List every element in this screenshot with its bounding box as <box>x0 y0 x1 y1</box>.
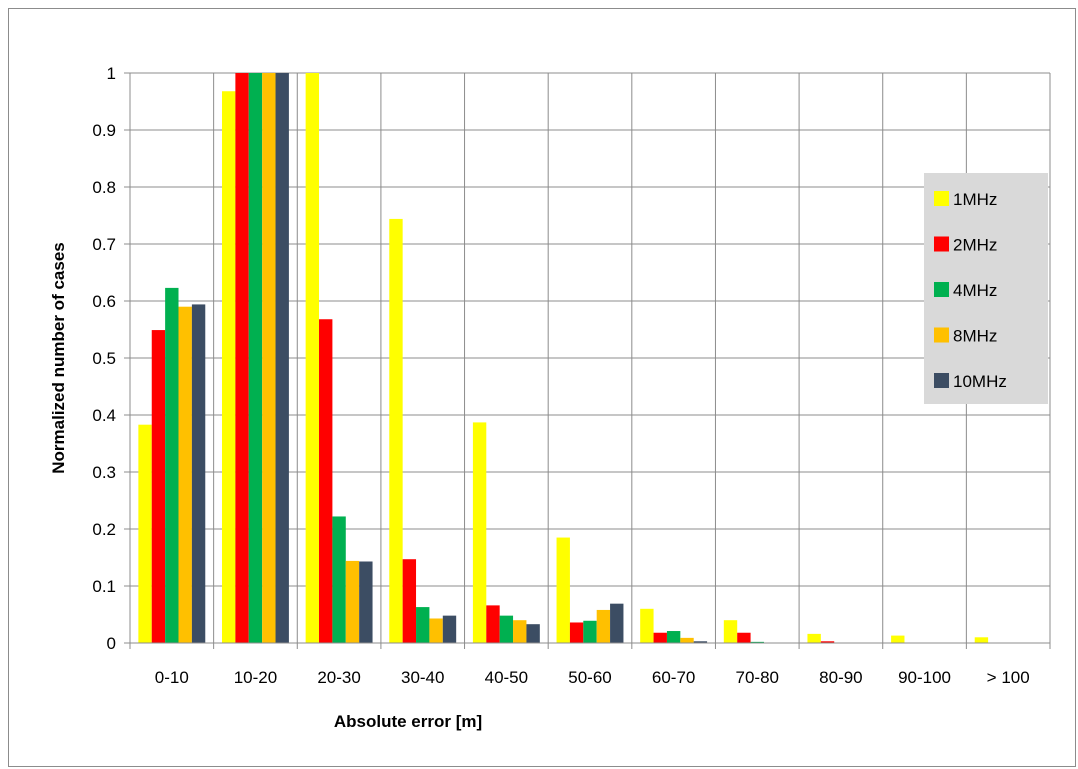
bar-10MHz-010 <box>191 304 206 643</box>
bars <box>138 73 989 644</box>
bar-4MHz-7080 <box>750 641 764 643</box>
bar-10MHz-1020 <box>275 73 289 643</box>
y-tick-label: 0.2 <box>92 520 116 539</box>
bar-8MHz-2030 <box>345 560 360 643</box>
legend-label-4MHz: 4MHz <box>953 281 997 300</box>
x-tick-label: 80-90 <box>819 668 862 687</box>
axes <box>124 72 1051 649</box>
y-tick-label: 0.6 <box>92 292 116 311</box>
bar-4MHz-6070 <box>666 631 681 643</box>
bar-8MHz-6070 <box>680 637 694 643</box>
y-tick-label: 0.5 <box>92 349 116 368</box>
bar-8MHz-4050 <box>513 620 527 643</box>
bar-10MHz-3040 <box>442 615 457 643</box>
x-tick-label: 30-40 <box>401 668 444 687</box>
bar-1MHz-010 <box>138 424 152 643</box>
bar-1MHz-2030 <box>305 73 320 643</box>
y-tick-label: 0.1 <box>92 577 116 596</box>
legend-label-2MHz: 2MHz <box>953 236 997 255</box>
bar-1MHz-7080 <box>723 620 738 643</box>
legend-label-8MHz: 8MHz <box>953 327 997 346</box>
x-tick-label: 20-30 <box>317 668 360 687</box>
bar-8MHz-5060 <box>596 609 611 643</box>
bar-10MHz-5060 <box>610 603 624 643</box>
y-axis-title: Normalized number of cases <box>49 242 68 473</box>
bar-4MHz-1020 <box>248 73 263 643</box>
bar-4MHz-2030 <box>332 516 346 643</box>
bar-4MHz-010 <box>165 287 179 643</box>
bar-2MHz-2030 <box>319 319 333 643</box>
bar-1MHz-100 <box>974 637 989 643</box>
x-axis-title: Absolute error [m] <box>334 712 482 731</box>
bar-4MHz-5060 <box>583 620 597 643</box>
x-tick-label: 0-10 <box>155 668 189 687</box>
y-tick-label: 0.4 <box>92 406 116 425</box>
bar-2MHz-010 <box>151 330 166 643</box>
bar-8MHz-010 <box>178 306 192 643</box>
bar-1MHz-3040 <box>389 218 403 644</box>
bar-10MHz-4050 <box>526 624 540 643</box>
legend-label-1MHz: 1MHz <box>953 190 997 209</box>
bar-4MHz-3040 <box>416 607 430 643</box>
x-tick-label: 50-60 <box>568 668 611 687</box>
bar-1MHz-4050 <box>472 422 487 643</box>
bar-2MHz-6070 <box>653 632 667 643</box>
bar-1MHz-6070 <box>640 608 654 643</box>
legend-swatch-4MHz <box>934 282 949 297</box>
bar-8MHz-3040 <box>429 618 443 643</box>
bar-2MHz-1020 <box>235 73 249 643</box>
bar-1MHz-90100 <box>891 635 905 643</box>
bar-8MHz-1020 <box>262 73 276 643</box>
bar-1MHz-8090 <box>807 633 821 643</box>
y-tick-label: 1 <box>107 64 116 83</box>
legend-swatch-1MHz <box>934 191 949 206</box>
x-tick-label: 40-50 <box>485 668 528 687</box>
bar-2MHz-3040 <box>402 559 417 643</box>
legend: 1MHz 2MHz 4MHz 8MHz 10MHz <box>924 173 1048 404</box>
bar-2MHz-8090 <box>820 641 835 643</box>
x-tick-label: 60-70 <box>652 668 695 687</box>
x-tick-label: > 100 <box>987 668 1030 687</box>
bar-1MHz-5060 <box>556 537 570 643</box>
legend-swatch-8MHz <box>934 327 949 343</box>
x-tick-label: 70-80 <box>736 668 779 687</box>
y-tick-label: 0 <box>107 634 116 653</box>
bar-2MHz-4050 <box>486 605 500 643</box>
y-tick-label: 0.9 <box>92 121 116 140</box>
y-tick-label: 0.3 <box>92 463 116 482</box>
y-tick-label: 0.7 <box>92 235 116 254</box>
legend-label-10MHz: 10MHz <box>953 372 1007 391</box>
bar-10MHz-2030 <box>359 561 373 643</box>
bar-2MHz-7080 <box>737 632 751 643</box>
x-tick-label: 10-20 <box>234 668 277 687</box>
legend-swatch-10MHz <box>934 373 949 388</box>
bar-10MHz-6070 <box>693 641 708 643</box>
x-tick-label: 90-100 <box>898 668 951 687</box>
bar-2MHz-5060 <box>569 622 584 643</box>
bar-4MHz-4050 <box>499 615 514 643</box>
bar-1MHz-1020 <box>222 91 236 644</box>
y-tick-label: 0.8 <box>92 178 116 197</box>
tick-labels: 0 0.1 0.2 0.3 0.4 0.5 0.6 0.7 0.8 0.9 1 0-10 10-20 20… <box>92 64 1029 687</box>
legend-swatch-2MHz <box>934 236 949 252</box>
